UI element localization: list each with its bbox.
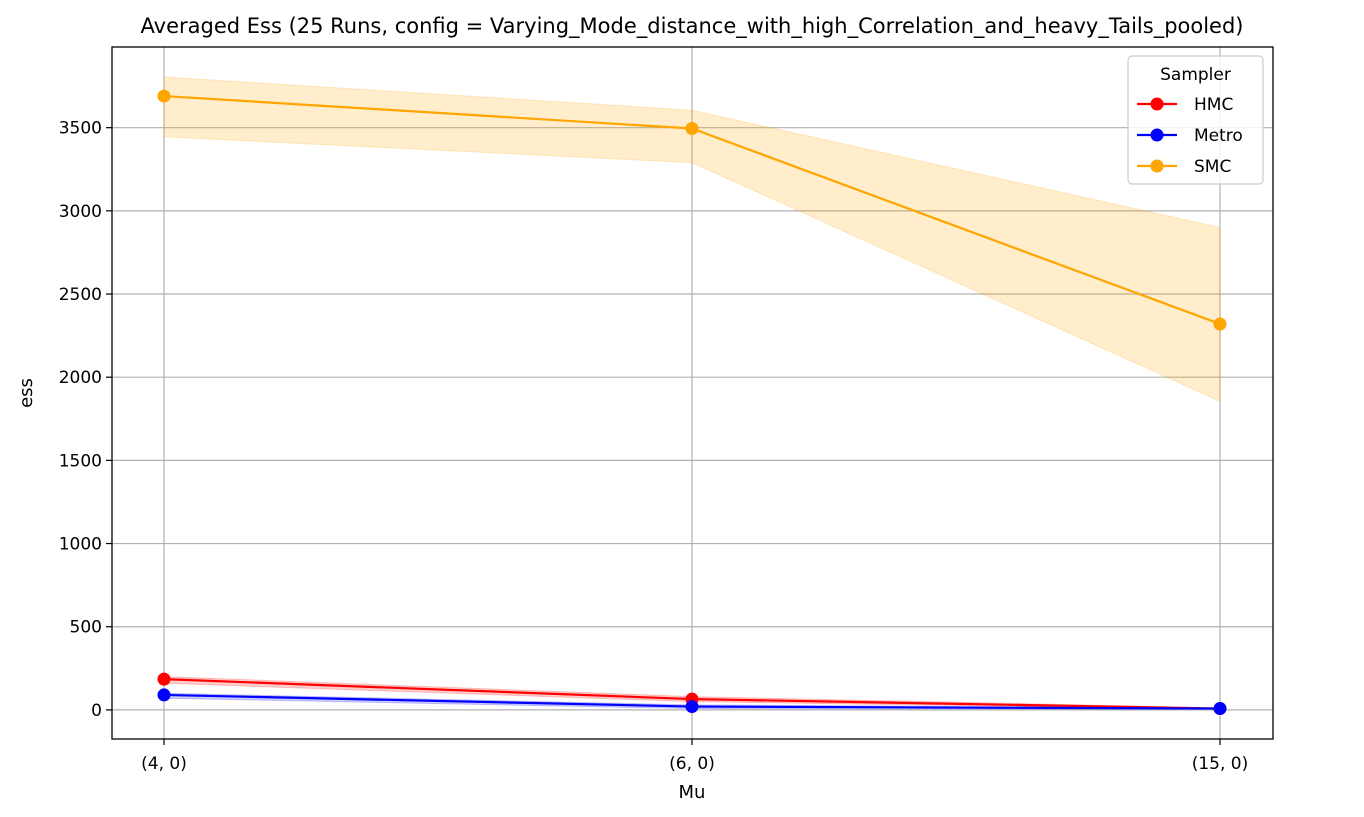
legend: Sampler HMC Metro SMC [1127, 55, 1264, 185]
metro-data-point [685, 700, 699, 714]
legend-frame [1127, 55, 1264, 185]
y-tick-label: 2500 [59, 285, 102, 305]
legend-smc-marker [1150, 159, 1164, 173]
y-tick-label: 500 [70, 618, 102, 638]
y-tick-label: 1000 [59, 535, 102, 555]
legend-metro-marker [1150, 128, 1164, 142]
chart-title: Averaged Ess (25 Runs, config = Varying_… [141, 14, 1244, 39]
smc-data-point [1213, 317, 1227, 331]
metro-data-point [1213, 702, 1227, 716]
metro-data-point [157, 688, 171, 702]
y-tick-label: 3000 [59, 202, 102, 222]
y-tick-label: 2000 [59, 368, 102, 388]
legend-hmc-marker [1150, 97, 1164, 111]
smc-data-point [685, 122, 699, 136]
y-tick-label: 1500 [59, 451, 102, 471]
legend-metro-label: Metro [1194, 126, 1243, 146]
y-tick-label: 3500 [59, 119, 102, 139]
x-tick-label: (6, 0) [669, 754, 715, 774]
x-axis-title: Mu [679, 782, 706, 803]
smc-confidence-band [163, 76, 1221, 403]
smc-data-point [157, 89, 171, 103]
x-tick-label: (4, 0) [141, 754, 187, 774]
legend-smc-label: SMC [1194, 157, 1231, 177]
legend-title: Sampler [1160, 65, 1231, 85]
hmc-data-point [157, 672, 171, 686]
legend-hmc-label: HMC [1194, 95, 1233, 115]
y-axis-title: ess [16, 378, 37, 408]
y-tick-label: 0 [91, 701, 102, 721]
x-tick-label: (15, 0) [1192, 754, 1249, 774]
